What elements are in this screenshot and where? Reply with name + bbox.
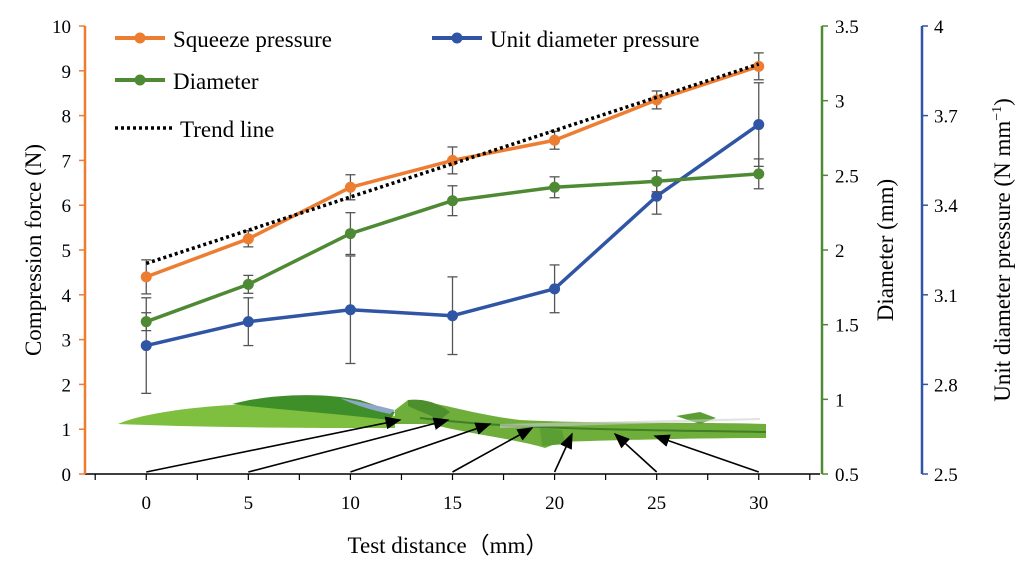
x-axis-label: Test distance（mm） [348, 533, 549, 558]
left-tick-label: 6 [62, 196, 72, 217]
left-tick-label: 8 [62, 107, 72, 128]
left-tick-label: 7 [62, 151, 72, 172]
left-tick-label: 9 [62, 62, 72, 83]
unit-pressure-tick-label: 2.5 [934, 465, 958, 486]
stem-photo-illustration [118, 395, 767, 448]
legend-label-diameter: Diameter [173, 69, 259, 94]
unit-pressure-axis-label-superscript: −1 [990, 106, 1005, 121]
diameter-point [549, 181, 561, 193]
squeeze-pressure-point [140, 271, 152, 283]
x-tick-label: 5 [244, 493, 254, 514]
x-tick-label: 15 [443, 493, 462, 514]
left-tick-label: 0 [62, 465, 72, 486]
unit-diameter-pressure-point [753, 119, 765, 131]
photo-pointer-arrow [248, 417, 450, 473]
unit-diameter-pressure-point [242, 316, 254, 328]
unit-diameter-pressure-point [447, 310, 458, 322]
diameter-point [140, 316, 152, 328]
diameter-axis-label: Diameter (mm) [873, 179, 898, 321]
photo-pointer-arrow [452, 427, 534, 473]
x-tick-label: 10 [341, 493, 360, 514]
left-tick-label: 5 [62, 241, 72, 262]
legend-label-trend-line: Trend line [180, 117, 274, 142]
squeeze-pressure-point [549, 134, 561, 146]
diameter-point [753, 168, 765, 180]
left-tick-label: 2 [62, 375, 72, 396]
photo-pointer-arrows [146, 416, 760, 473]
legend-item-unit-diameter-pressure: Unit diameter pressure [432, 27, 699, 52]
x-tick-label: 25 [647, 493, 666, 514]
left-axis-label: Compression force (N) [21, 144, 46, 356]
left-tick-label: 4 [62, 286, 72, 307]
unit-pressure-tick-label: 3.1 [934, 286, 958, 307]
unit-diameter-pressure-point [140, 340, 152, 352]
diameter-point [242, 278, 254, 290]
diameter-tick-label: 2 [835, 241, 845, 262]
unit-diameter-pressure-point [344, 304, 356, 316]
legend: Squeeze pressure Unit diameter pressure … [115, 27, 699, 142]
diameter-point [651, 175, 663, 187]
left-tick-label: 10 [52, 17, 71, 38]
photo-pointer-arrow [350, 422, 492, 473]
unit-pressure-tick-label: 3.4 [934, 196, 958, 217]
legend-item-diameter: Diameter [115, 69, 259, 94]
squeeze-pressure-point [344, 181, 356, 193]
unit-pressure-axis-label: Unit diameter pressure (N mm−1) [990, 98, 1015, 402]
unit-diameter-pressure-point [651, 190, 663, 202]
diameter-tick-label: 1.5 [835, 316, 859, 337]
diameter-tick-label: 1 [835, 390, 845, 411]
legend-label-unit-diameter-pressure: Unit diameter pressure [490, 27, 699, 52]
photo-pointer-arrow [553, 432, 573, 473]
x-tick-label: 0 [142, 493, 152, 514]
unit-pressure-tick-label: 2.8 [934, 375, 958, 396]
x-tick-label: 20 [545, 493, 564, 514]
unit-diameter-pressure-point [549, 283, 561, 295]
diameter-tick-label: 0.5 [835, 465, 859, 486]
diameter-tick-label: 3.5 [835, 17, 859, 38]
photo-pointer-arrow [653, 434, 760, 473]
legend-item-trend-line: Trend line [115, 117, 274, 142]
photo-pointer-arrow [613, 432, 658, 473]
diameter-point [344, 228, 356, 240]
diameter-tick-label: 3 [835, 92, 845, 113]
legend-item-squeeze-pressure: Squeeze pressure [115, 27, 332, 52]
unit-pressure-tick-label: 3.7 [934, 107, 958, 128]
diameter-point [447, 195, 458, 207]
left-tick-label: 3 [62, 331, 72, 352]
trend-line-line [145, 62, 760, 266]
legend-label-squeeze-pressure: Squeeze pressure [173, 27, 332, 52]
left-tick-label: 1 [62, 420, 72, 441]
squeeze-pressure-point [242, 233, 254, 245]
diameter-tick-label: 2.5 [835, 166, 859, 187]
squeeze-pressure-point [753, 60, 765, 72]
unit-pressure-tick-label: 4 [934, 17, 944, 38]
x-tick-label: 30 [749, 493, 768, 514]
photo-pointer-arrow [146, 416, 402, 473]
